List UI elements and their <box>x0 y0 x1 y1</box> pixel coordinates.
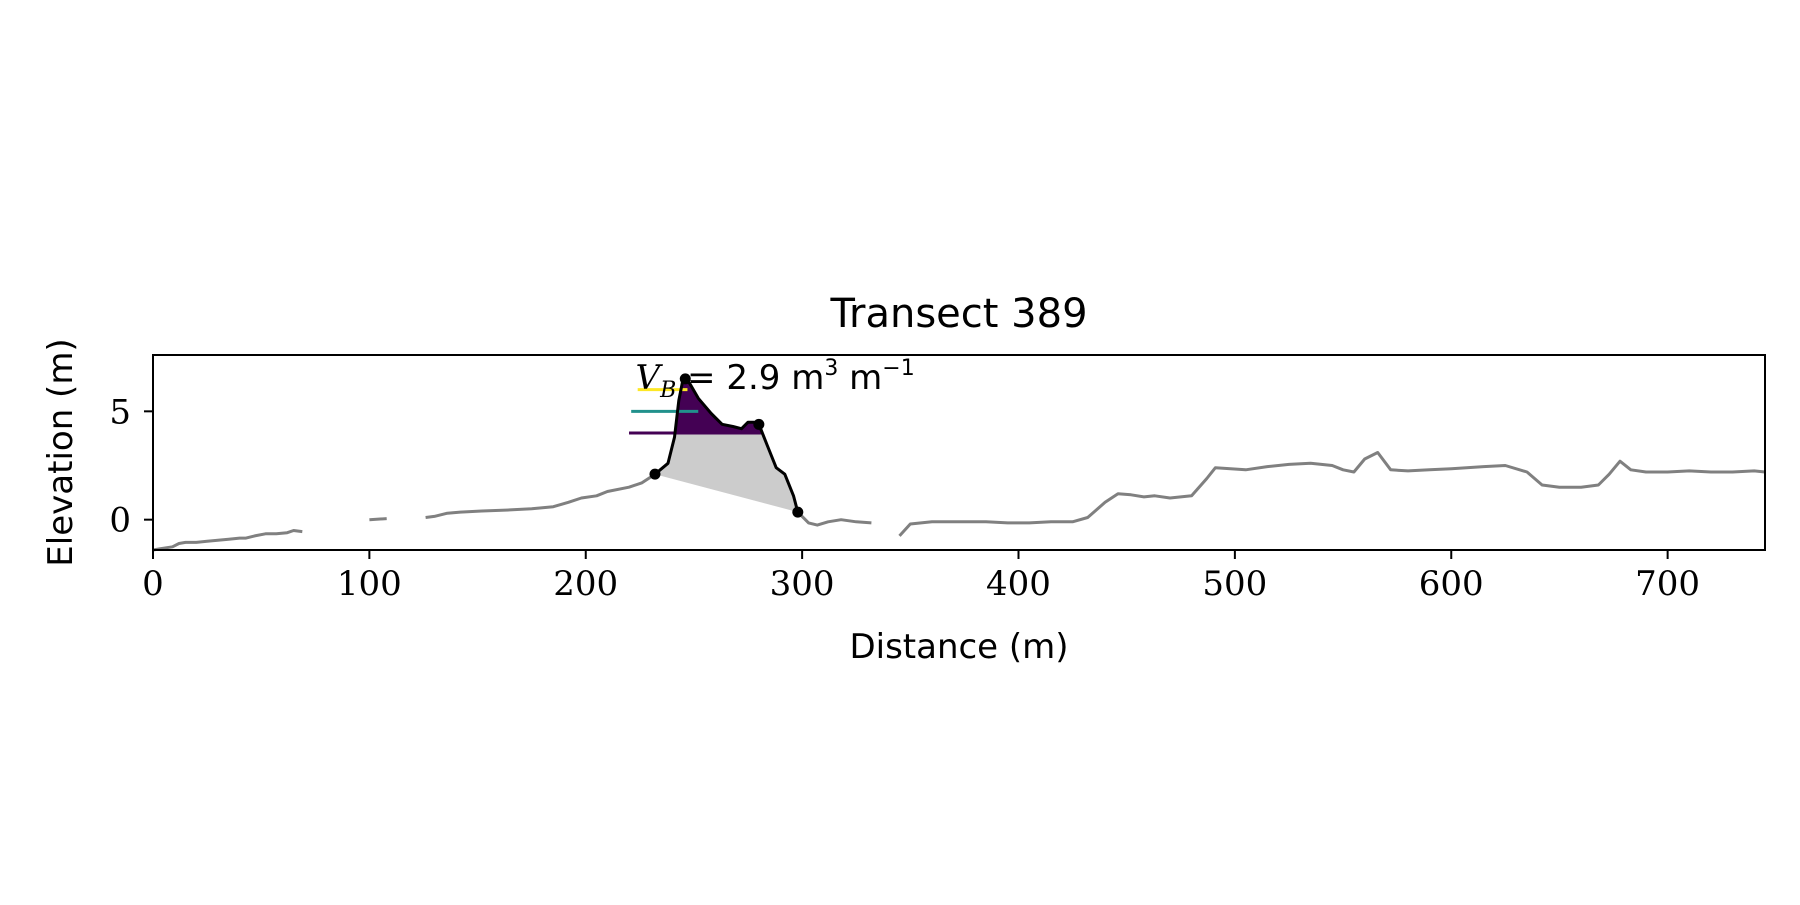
annotation-symbol: V <box>636 358 664 398</box>
y-axis-label: Elevation (m) <box>41 338 81 566</box>
x-tick-label-6: 600 <box>1419 564 1484 604</box>
profile-segment-3 <box>796 511 872 527</box>
annotation-text-2: m <box>838 358 882 398</box>
plot-frame <box>152 354 1766 551</box>
x-tick-label-5: 500 <box>1202 564 1267 604</box>
annotation-subscript: B <box>659 378 676 403</box>
x-tick-label-4: 400 <box>986 564 1051 604</box>
x-axis-label: Distance (m) <box>849 627 1068 667</box>
profile-segment-1 <box>369 517 387 522</box>
annotation-superscript-2: −1 <box>882 356 914 381</box>
profile-lines-layer <box>152 377 1766 552</box>
x-tick-label-0: 0 <box>142 564 164 604</box>
x-tick-label-2: 200 <box>553 564 618 604</box>
profile-segment-2 <box>425 472 656 519</box>
y-tick-label-1: 5 <box>109 392 131 432</box>
key-point-3 <box>792 506 804 518</box>
chart-title: Transect 389 <box>829 291 1087 337</box>
x-tick-label-3: 300 <box>770 564 835 604</box>
volume-layer-fill-2 <box>675 378 763 433</box>
profile-segment-4 <box>898 451 1766 537</box>
y-tick-label-0: 0 <box>109 501 131 541</box>
dune-profile-line <box>654 377 800 513</box>
axis-ticks-layer: 0 100 200 300 400 500 600 700 0 5 <box>109 392 1700 604</box>
annotation-superscript-1: 3 <box>824 356 838 381</box>
key-point-2 <box>753 418 765 430</box>
x-tick-label-7: 700 <box>1635 564 1700 604</box>
dune-volume-fill <box>655 378 798 513</box>
key-points-layer <box>649 373 804 518</box>
annotation-text: = 2.9 m <box>676 358 824 398</box>
x-tick-label-1: 100 <box>337 564 402 604</box>
key-point-1 <box>679 373 691 385</box>
volume-annotation: VB = 2.9 m3 m−1 <box>636 356 915 403</box>
key-point-0 <box>649 468 661 480</box>
profile-segment-0 <box>152 529 303 552</box>
volume-fill-layer <box>655 378 798 513</box>
